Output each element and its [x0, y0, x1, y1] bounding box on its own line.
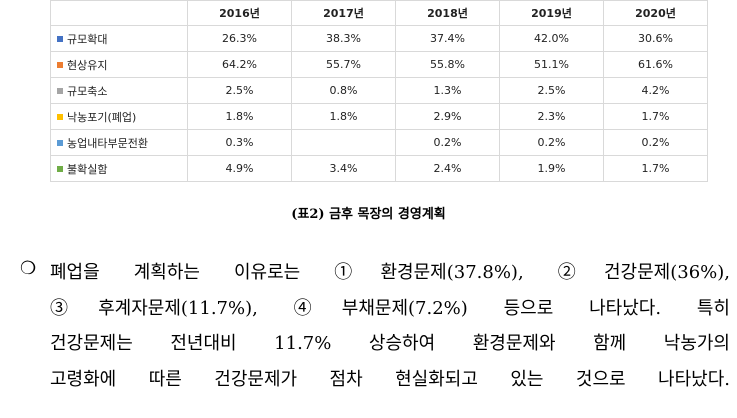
- row-label: 불확실함: [50, 155, 188, 182]
- table-cell: 0.2%: [603, 129, 708, 156]
- table: 2016년 2017년 2018년 2019년 2020년 규모확대 26.3% 38.3% 3…: [50, 0, 708, 182]
- table-cell: 1.7%: [603, 155, 708, 182]
- header-row: 2016년 2017년 2018년 2019년 2020년: [50, 0, 708, 26]
- table-cell: 2.5%: [187, 77, 292, 104]
- color-marker: [57, 35, 63, 42]
- row-label: 낙농포기(폐업): [50, 103, 188, 130]
- table-row: 낙농포기(폐업) 1.8% 1.8% 2.9% 2.3% 1.7%: [50, 103, 708, 130]
- row-label-text: 낙농포기(폐업): [67, 110, 137, 124]
- color-marker: [57, 165, 63, 172]
- row-label-text: 농업내타부문전환: [67, 136, 148, 150]
- table-cell: 1.8%: [291, 103, 396, 130]
- paragraph-line: ③후계자문제(11.7%), ④부채문제(7.2%) 등으로 나타났다. 특히: [50, 297, 730, 319]
- table-cell: [291, 129, 396, 156]
- table-cell: 2.5%: [499, 77, 604, 104]
- header-cell: 2020년: [603, 0, 708, 26]
- table-cell: 1.9%: [499, 155, 604, 182]
- table-row: 규모확대 26.3% 38.3% 37.4% 42.0% 30.6%: [50, 25, 708, 52]
- table-row: 규모축소 2.5% 0.8% 1.3% 2.5% 4.2%: [50, 77, 708, 104]
- table-cell: 38.3%: [291, 25, 396, 52]
- table-cell: 1.7%: [603, 103, 708, 130]
- table-cell: 55.8%: [395, 51, 500, 78]
- table-cell: 26.3%: [187, 25, 292, 52]
- table-cell: 61.6%: [603, 51, 708, 78]
- table-cell: 51.1%: [499, 51, 604, 78]
- table-cell: 2.9%: [395, 103, 500, 130]
- color-marker: [57, 139, 63, 146]
- table-cell: 1.8%: [187, 103, 292, 130]
- table-cell: 3.4%: [291, 155, 396, 182]
- table-cell: 64.2%: [187, 51, 292, 78]
- bullet: ❍: [20, 258, 37, 279]
- caption: (표2) 금후 목장의 경영계획: [291, 207, 446, 222]
- color-marker: [57, 87, 63, 94]
- table-cell: 0.2%: [499, 129, 604, 156]
- row-label-text: 현상유지: [67, 58, 108, 72]
- table-row: 현상유지 64.2% 55.7% 55.8% 51.1% 61.6%: [50, 51, 708, 78]
- table-cell: 0.8%: [291, 77, 396, 104]
- table-cell: 30.6%: [603, 25, 708, 52]
- table-cell: 4.2%: [603, 77, 708, 104]
- corner-cell: [50, 0, 188, 26]
- header-cell: 2018년: [395, 0, 500, 26]
- paragraph-line: 고령화에 따른 건강문제가 점차 현실화되고 있는 것으로 나타났다.: [50, 368, 730, 390]
- table-cell: 37.4%: [395, 25, 500, 52]
- header-cell: 2017년: [291, 0, 396, 26]
- table-cell: 2.3%: [499, 103, 604, 130]
- color-marker: [57, 113, 63, 120]
- row-label-text: 불확실함: [67, 162, 108, 176]
- row-label: 규모확대: [50, 25, 188, 52]
- row-label-text: 규모확대: [67, 32, 108, 46]
- color-marker: [57, 61, 63, 68]
- header-cell: 2019년: [499, 0, 604, 26]
- table-cell: 42.0%: [499, 25, 604, 52]
- paragraph-line: 폐업을 계획하는 이유로는 ①환경문제(37.8%), ②건강문제(36%),: [50, 262, 730, 283]
- paragraph: 폐업을 계획하는 이유로는 ①환경문제(37.8%), ②건강문제(36%), ③…: [50, 258, 730, 400]
- paragraph-line: 건강문제는 전년대비 11.7% 상승하여 환경문제와 함께 낙농가의: [50, 333, 730, 354]
- row-label-text: 규모축소: [67, 84, 108, 98]
- table-cell: 0.2%: [395, 129, 500, 156]
- table-cell: 4.9%: [187, 155, 292, 182]
- table-cell: 55.7%: [291, 51, 396, 78]
- table-row: 불확실함 4.9% 3.4% 2.4% 1.9% 1.7%: [50, 155, 708, 182]
- header-cell: 2016년: [187, 0, 292, 26]
- table-cell: 0.3%: [187, 129, 292, 156]
- table-cell: 1.3%: [395, 77, 500, 104]
- table-row: 농업내타부문전환 0.3% 0.2% 0.2% 0.2%: [50, 129, 708, 156]
- row-label: 규모축소: [50, 77, 188, 104]
- row-label: 현상유지: [50, 51, 188, 78]
- table-cell: 2.4%: [395, 155, 500, 182]
- row-label: 농업내타부문전환: [50, 129, 188, 156]
